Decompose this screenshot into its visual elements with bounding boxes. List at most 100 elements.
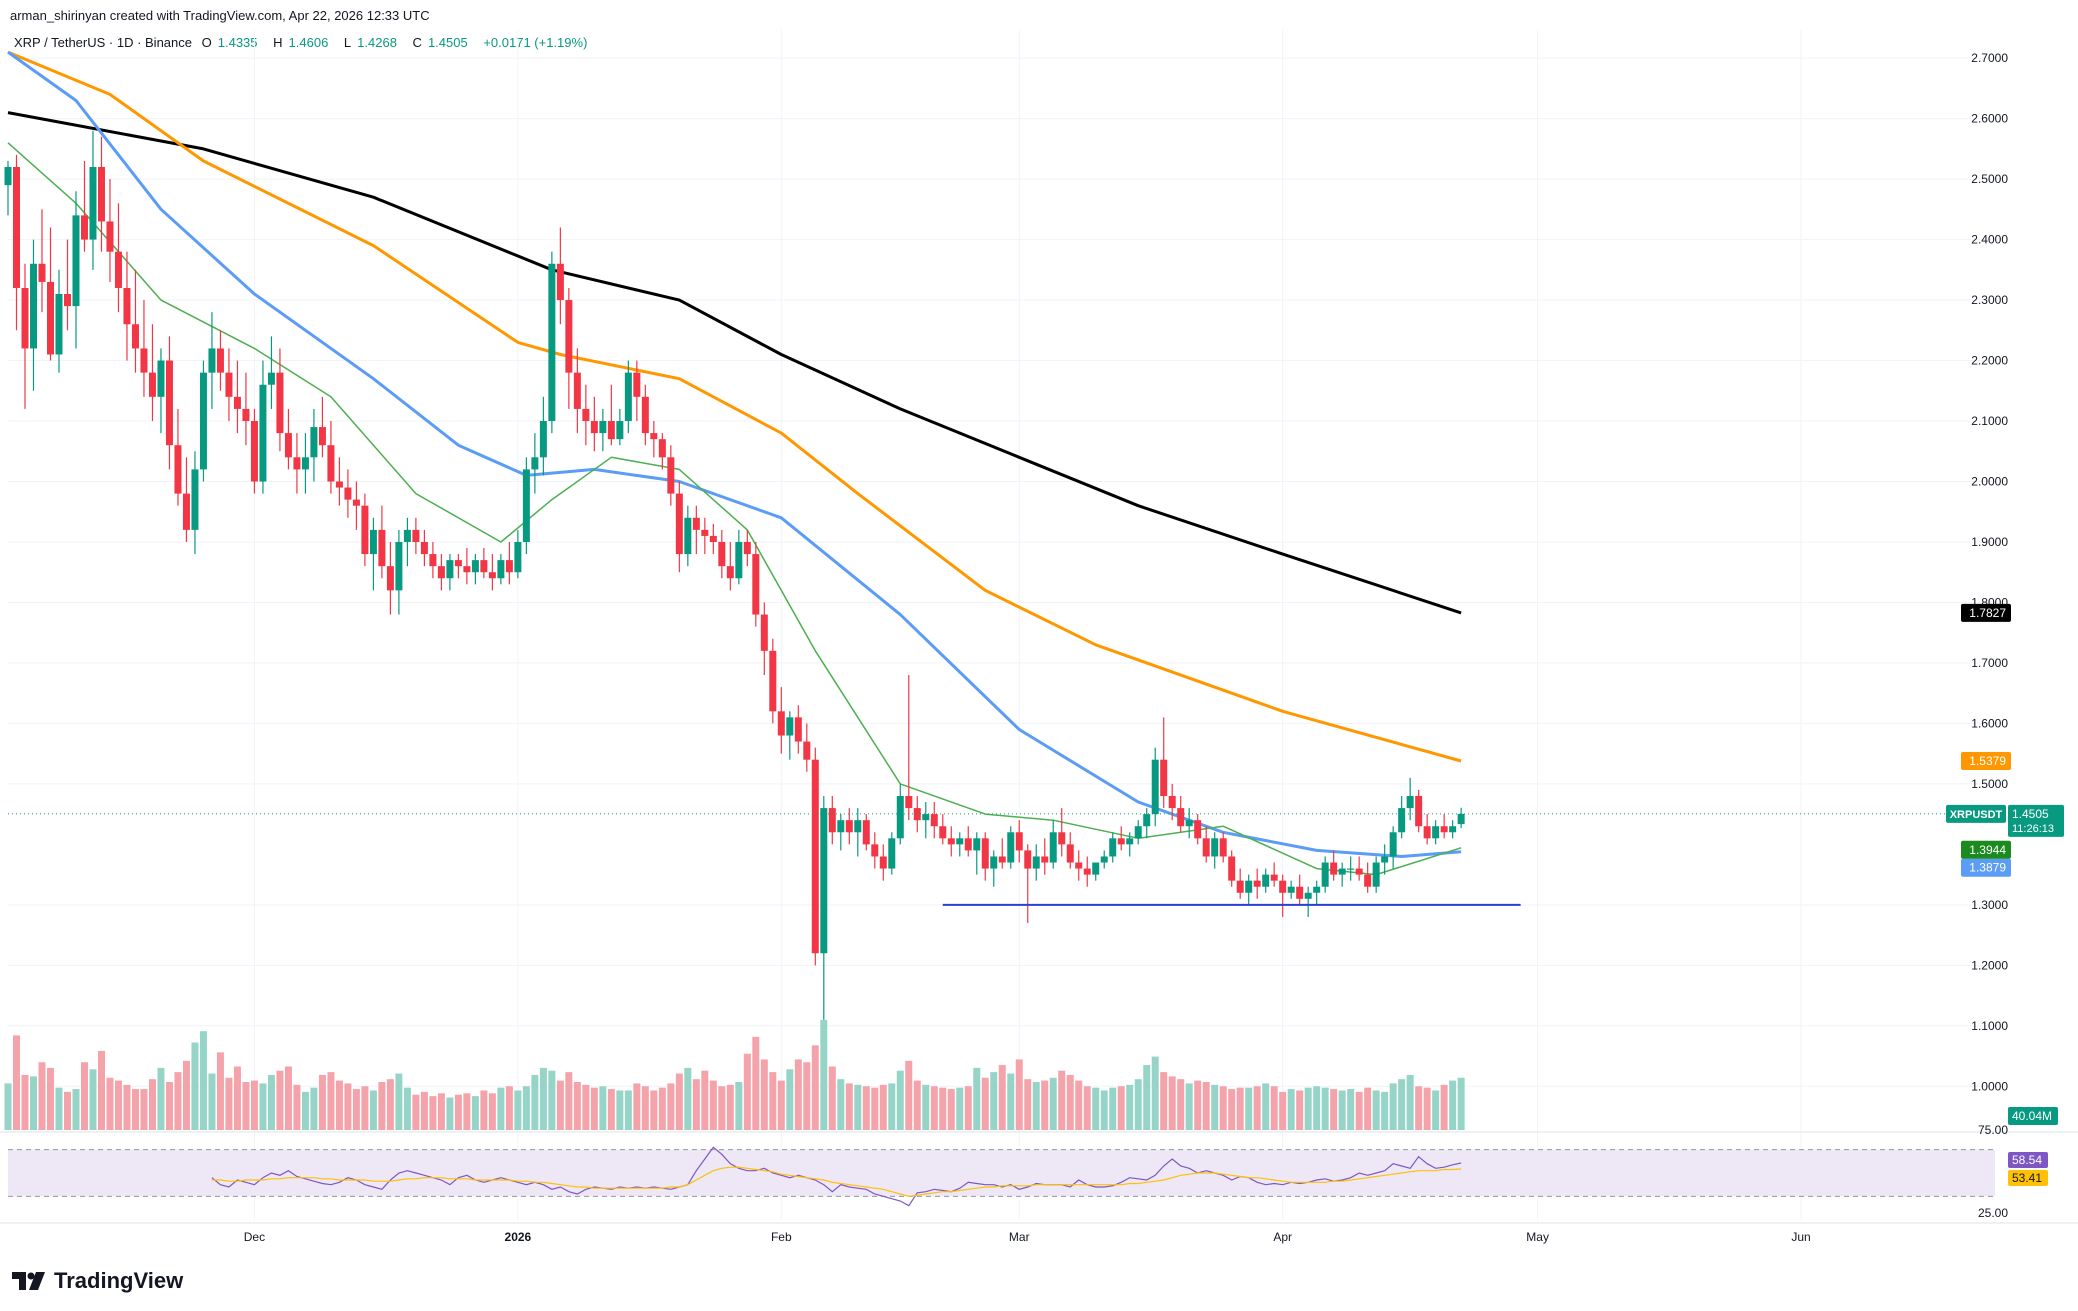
candle bbox=[1449, 820, 1457, 839]
candle-body bbox=[930, 814, 938, 827]
moving-averages bbox=[7, 50, 1462, 876]
candle-body bbox=[21, 287, 29, 349]
volume-bar bbox=[378, 1082, 386, 1130]
volume-bar bbox=[956, 1087, 964, 1130]
volume-bar bbox=[633, 1083, 641, 1130]
rsi-axis-tick: 25.00 bbox=[1978, 1206, 2008, 1220]
countdown-tag: 11:26:13 bbox=[2012, 823, 2054, 835]
candle bbox=[1262, 868, 1270, 893]
volume-bar bbox=[522, 1086, 530, 1130]
volume-bar bbox=[973, 1067, 981, 1130]
candle bbox=[1126, 832, 1134, 857]
volume-bar bbox=[573, 1082, 581, 1130]
candle-body bbox=[471, 560, 479, 573]
volume-bar bbox=[1398, 1079, 1406, 1130]
candle bbox=[327, 421, 335, 494]
time-axis-tick: Mar bbox=[1009, 1230, 1030, 1244]
price-axis-tick: 2.4000 bbox=[1971, 233, 2008, 247]
price-axis-tick: 1.2000 bbox=[1971, 958, 2008, 972]
price-axis-tick: 1.5000 bbox=[1971, 777, 2008, 791]
candle bbox=[1364, 862, 1372, 893]
candle bbox=[1398, 795, 1406, 839]
price-axis-tick: 2.7000 bbox=[1971, 51, 2008, 65]
candle-body bbox=[191, 469, 199, 530]
volume-bar bbox=[361, 1086, 369, 1130]
candle bbox=[709, 523, 717, 555]
volume-bar bbox=[1432, 1090, 1440, 1130]
candle bbox=[395, 529, 403, 615]
time-axis-tick: Feb bbox=[771, 1230, 792, 1244]
volume-bar bbox=[429, 1096, 437, 1130]
volume-bar bbox=[327, 1072, 335, 1130]
volume-bar bbox=[1313, 1086, 1321, 1130]
candle-body bbox=[616, 421, 624, 440]
volume-bar bbox=[191, 1042, 199, 1130]
volume-bar bbox=[216, 1052, 224, 1130]
volume-bar bbox=[21, 1074, 29, 1130]
candle bbox=[310, 408, 318, 482]
candle bbox=[1415, 789, 1423, 833]
volume-bar bbox=[386, 1079, 394, 1130]
candle-body bbox=[1262, 874, 1270, 887]
volume-bar bbox=[1126, 1084, 1134, 1130]
volume-bar bbox=[55, 1087, 63, 1130]
volume-bar bbox=[157, 1067, 165, 1130]
candle-body bbox=[1134, 826, 1142, 839]
candle-body bbox=[89, 167, 97, 240]
volume-bar bbox=[854, 1084, 862, 1130]
candle bbox=[1049, 820, 1057, 869]
volume-bar bbox=[63, 1091, 71, 1130]
candle bbox=[828, 795, 836, 845]
candle bbox=[1389, 826, 1397, 869]
candle-body bbox=[701, 529, 709, 536]
rsi-line bbox=[211, 1166, 1462, 1197]
candle bbox=[607, 384, 615, 446]
candle-body bbox=[1364, 874, 1372, 887]
volume-bar bbox=[97, 1050, 105, 1130]
candle bbox=[114, 203, 122, 313]
candle bbox=[531, 433, 539, 494]
candle bbox=[1228, 850, 1236, 887]
candle-body bbox=[225, 372, 233, 397]
candle bbox=[471, 554, 479, 585]
candle bbox=[191, 451, 199, 555]
volume-bar bbox=[1117, 1086, 1125, 1130]
volume-bar bbox=[794, 1059, 802, 1130]
candle-body bbox=[1253, 880, 1261, 887]
candle bbox=[1245, 874, 1253, 905]
volume-bar bbox=[225, 1077, 233, 1130]
candle bbox=[735, 529, 743, 585]
candle-body bbox=[1109, 838, 1117, 857]
candle-body bbox=[939, 826, 947, 839]
candle bbox=[565, 287, 573, 409]
candle bbox=[446, 554, 454, 591]
candle bbox=[990, 850, 998, 887]
tradingview-brand[interactable]: TradingView bbox=[12, 1268, 183, 1294]
moving-average-label-text: 1.7827 bbox=[1969, 606, 2006, 620]
candle bbox=[463, 548, 471, 585]
candle bbox=[1406, 777, 1414, 821]
volume-bar bbox=[4, 1083, 12, 1130]
candle bbox=[1457, 807, 1465, 829]
volume-bar bbox=[1330, 1089, 1338, 1130]
volume-bar bbox=[599, 1086, 607, 1130]
candle bbox=[1100, 850, 1108, 869]
candle bbox=[1313, 880, 1321, 905]
candle-body bbox=[1083, 868, 1091, 875]
candle bbox=[1194, 814, 1202, 845]
candle bbox=[667, 445, 675, 506]
volume-bar bbox=[1296, 1090, 1304, 1130]
candle-body bbox=[769, 650, 777, 712]
volume-bar bbox=[607, 1089, 615, 1130]
candle bbox=[165, 336, 173, 470]
candle-body bbox=[1270, 874, 1278, 881]
symbol-title[interactable]: XRP / TetherUS · 1D · Binance bbox=[14, 35, 192, 50]
volume-bar bbox=[199, 1031, 207, 1130]
candle bbox=[1304, 886, 1312, 917]
candle-body bbox=[1449, 826, 1457, 833]
volume-bar bbox=[1415, 1086, 1423, 1130]
candle-body bbox=[752, 554, 760, 615]
candle-body bbox=[641, 396, 649, 434]
volume-bar bbox=[259, 1083, 267, 1130]
